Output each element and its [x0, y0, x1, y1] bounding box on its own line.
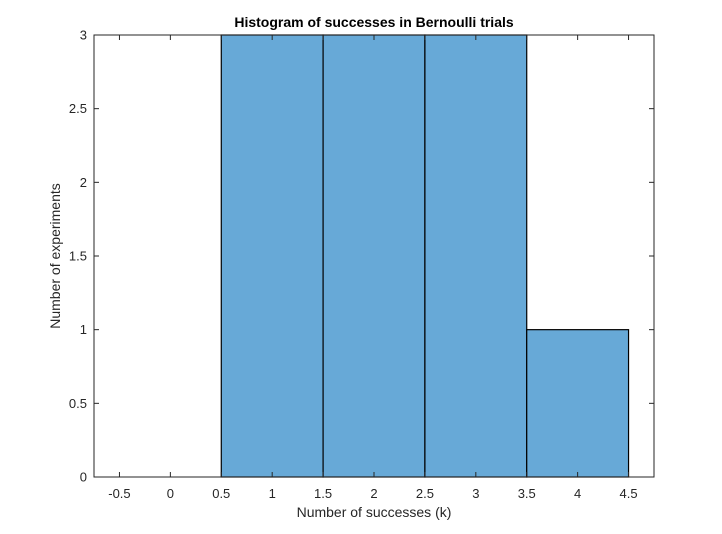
bars-layer [220, 34, 630, 478]
x-tick-label: 0.5 [212, 486, 230, 501]
x-tick-label: 3.5 [518, 486, 536, 501]
y-tick-label: 2.5 [69, 101, 87, 116]
y-tick-label: 0 [80, 470, 87, 485]
x-tick-label: 1.5 [314, 486, 332, 501]
x-axis-label: Number of successes (k) [297, 504, 452, 520]
x-tick-label: 4.5 [620, 486, 638, 501]
histogram-bar-2 [322, 34, 426, 478]
axes-box [93, 34, 655, 478]
histogram-bar-3 [424, 34, 528, 478]
histogram-bar-4 [526, 329, 630, 478]
x-tick-label: 2 [370, 486, 377, 501]
y-axis-label: Number of experiments [47, 183, 63, 329]
ticks-layer: -0.5 0 0.5 1 1.5 2 2.5 3 3.5 4 4.5 0 0.5 1 1.5 2 2.5 3 [69, 28, 654, 501]
y-tick-label: 2 [80, 175, 87, 190]
x-tick-label: 3 [472, 486, 479, 501]
x-tick-label: 1 [269, 486, 276, 501]
x-tick-label: 2.5 [416, 486, 434, 501]
x-tick-label: -0.5 [108, 486, 130, 501]
histogram-bar-1 [220, 34, 324, 478]
y-tick-label: 0.5 [69, 396, 87, 411]
x-tick-label: 4 [574, 486, 581, 501]
y-tick-label: 1 [80, 322, 87, 337]
chart-title: Histogram of successes in Bernoulli tria… [234, 14, 514, 30]
x-tick-label: 0 [167, 486, 174, 501]
y-tick-label: 3 [80, 28, 87, 43]
y-tick-label: 1.5 [69, 249, 87, 264]
